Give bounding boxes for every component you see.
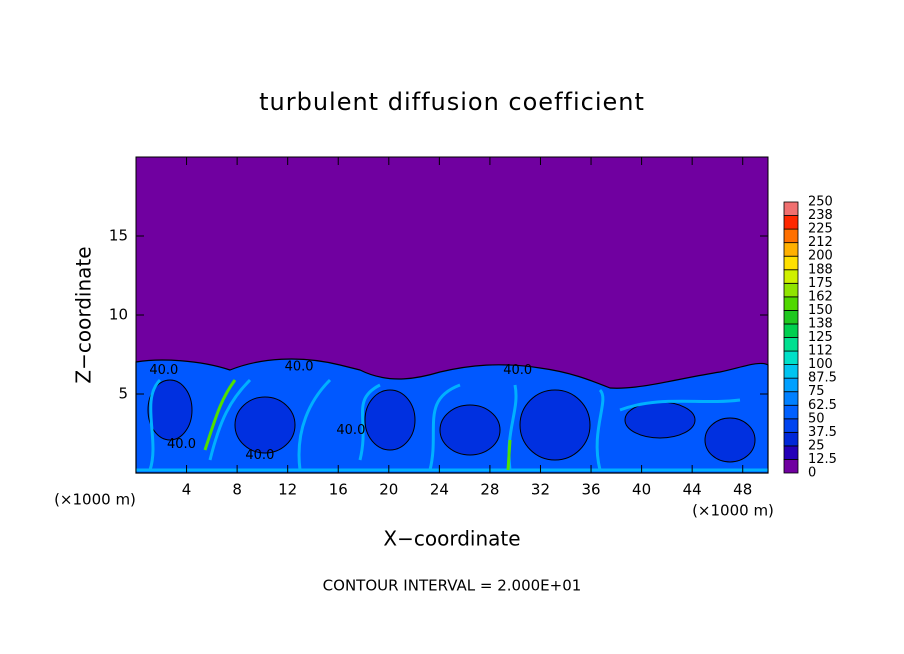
colorbar-label: 37.5 xyxy=(808,425,837,440)
colorbar-bin xyxy=(783,255,799,271)
colorbar-label: 175 xyxy=(808,276,833,291)
colorbar-bin xyxy=(783,215,799,230)
x-tick-label: 44 xyxy=(683,481,702,499)
colorbar-bin xyxy=(783,431,799,447)
colorbar-label: 50 xyxy=(808,411,825,426)
y-tick-label: 10 xyxy=(109,306,128,324)
colorbar-label: 87.5 xyxy=(808,371,837,386)
streak-high xyxy=(506,439,512,471)
colorbar-label: 112 xyxy=(808,344,833,359)
y-tick-label: 15 xyxy=(109,227,128,245)
x-tick-label: 24 xyxy=(430,481,449,499)
colorbar-bin xyxy=(783,309,799,325)
x-tick-label: 4 xyxy=(182,481,192,499)
colorbar-bin xyxy=(783,323,799,338)
x-tick-label: 28 xyxy=(480,481,499,499)
colorbar-bin xyxy=(783,377,799,393)
y-tick-label: 5 xyxy=(118,385,128,403)
colorbar-bin xyxy=(783,201,799,216)
y-axis-label: Z−coordinate xyxy=(72,246,96,383)
colorbar-label: 250 xyxy=(808,195,833,210)
colorbar-bin xyxy=(783,418,799,433)
colorbar-bin xyxy=(783,445,799,460)
contour-label: 40.0 xyxy=(167,437,196,452)
x-tick-label: 12 xyxy=(278,481,297,499)
colorbar-label: 12.5 xyxy=(808,452,837,467)
colorbar-bin xyxy=(783,228,799,244)
colorbar-bin xyxy=(783,242,799,257)
colorbar-bin xyxy=(783,282,799,298)
x-unit-label: (×1000 m) xyxy=(692,502,774,520)
x-tick-label: 40 xyxy=(632,481,651,499)
contour-interval: CONTOUR INTERVAL = 2.000E+01 xyxy=(323,577,582,595)
streak-high xyxy=(203,379,237,451)
colorbar-label: 188 xyxy=(808,262,833,277)
colorbar-label: 62.5 xyxy=(808,398,837,413)
x-tick-label: 48 xyxy=(733,481,752,499)
colorbar-label: 0 xyxy=(808,466,816,481)
colorbar-label: 225 xyxy=(808,222,833,237)
contour-label: 40.0 xyxy=(245,448,274,463)
colorbar-bin xyxy=(783,391,799,406)
colorbar-label: 75 xyxy=(808,384,825,399)
streaks xyxy=(136,378,768,472)
colorbar-label: 212 xyxy=(808,235,833,250)
x-tick-label: 8 xyxy=(232,481,242,499)
contour-label: 40.0 xyxy=(285,360,314,375)
x-tick-label: 32 xyxy=(531,481,550,499)
colorbar-label: 100 xyxy=(808,357,833,372)
contour-label: 40.0 xyxy=(149,363,178,378)
colorbar-bin xyxy=(783,337,799,352)
contour-label: 40.0 xyxy=(336,423,365,438)
colorbar-label: 162 xyxy=(808,289,833,304)
colorbar-label: 125 xyxy=(808,330,833,345)
x-tick-label: 36 xyxy=(581,481,600,499)
colorbar-bin xyxy=(783,459,799,474)
colorbar-label: 25 xyxy=(808,438,825,453)
chart-title: turbulent diffusion coefficient xyxy=(259,88,645,116)
y-unit-label: (×1000 m) xyxy=(54,491,136,509)
colorbar-bin xyxy=(783,269,799,284)
colorbar-label: 150 xyxy=(808,303,833,318)
x-tick-label: 20 xyxy=(379,481,398,499)
field xyxy=(135,157,769,474)
colorbar-label: 200 xyxy=(808,249,833,264)
colorbar-label: 138 xyxy=(808,316,833,331)
x-axis-label: X−coordinate xyxy=(383,527,520,551)
colorbar-label: 238 xyxy=(808,208,833,223)
colorbar-bin xyxy=(783,404,799,420)
x-tick-label: 16 xyxy=(329,481,348,499)
colorbar-bin xyxy=(783,364,799,379)
colorbar-bin xyxy=(783,296,799,311)
contour-label: 40.0 xyxy=(503,363,532,378)
colorbar-bin xyxy=(783,350,799,365)
